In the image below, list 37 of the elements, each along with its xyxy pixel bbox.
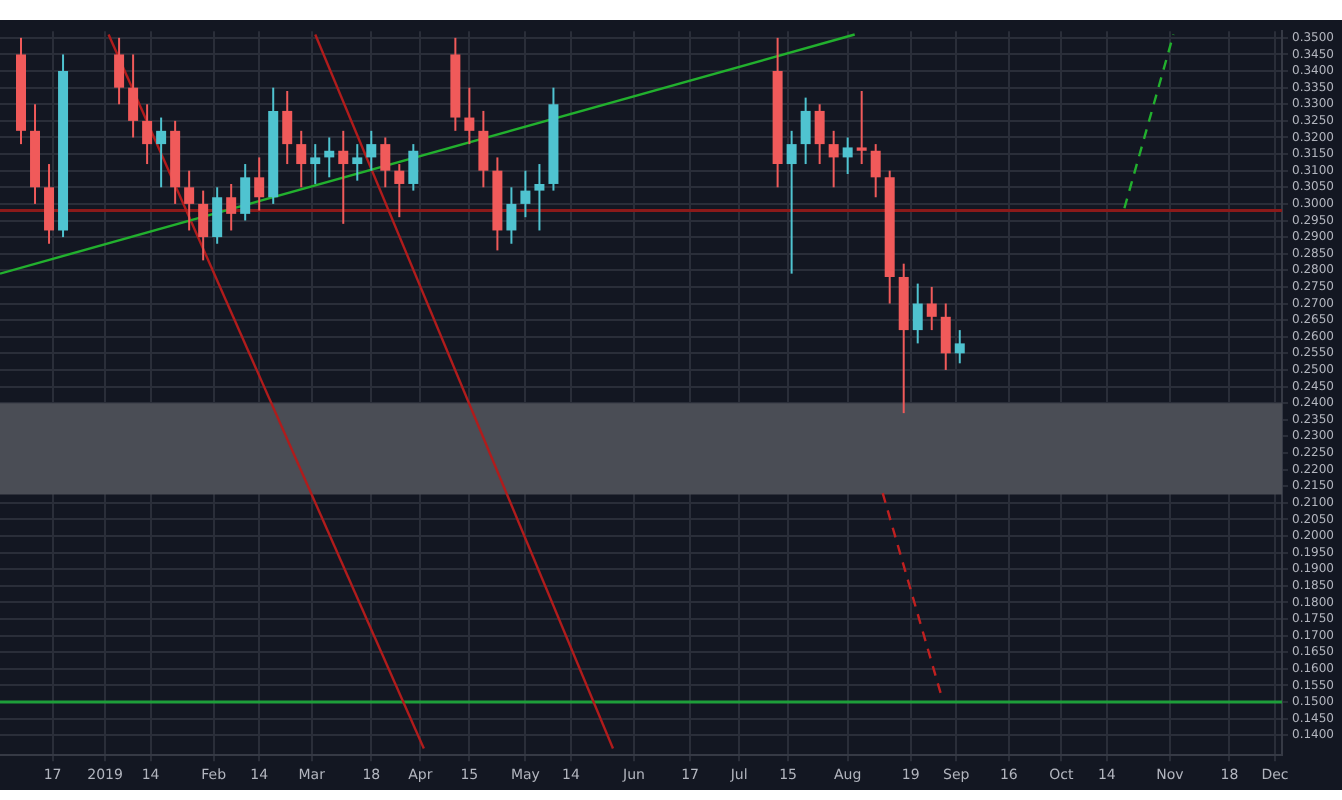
- candlestick: [520, 169, 531, 219]
- candlestick: [114, 36, 125, 106]
- candlestick: [198, 189, 209, 262]
- candlestick: [352, 143, 363, 182]
- candlestick: [394, 163, 405, 219]
- candlestick: [464, 86, 475, 146]
- candlestick: [814, 103, 825, 166]
- candlestick: [310, 143, 321, 185]
- candlestick: [254, 156, 265, 212]
- candlestick: [506, 186, 517, 245]
- candlestick: [954, 329, 965, 365]
- candlestick: [912, 282, 923, 345]
- candlestick: [940, 302, 951, 371]
- candlestick: [226, 182, 237, 232]
- candlestick: [240, 163, 251, 222]
- candlestick: [828, 129, 839, 189]
- candlestick: [142, 103, 153, 166]
- candlestick: [856, 89, 867, 166]
- candlestick: [212, 186, 223, 245]
- candlestick: [366, 129, 377, 172]
- candlestick: [338, 129, 349, 225]
- candlestick: [128, 53, 139, 139]
- candlestick: [380, 136, 391, 189]
- candlestick: [324, 136, 335, 179]
- candlestick: [786, 129, 797, 275]
- candlestick: [842, 136, 853, 176]
- candlestick: [534, 163, 545, 232]
- candlestick: [44, 163, 55, 245]
- candlestick: [870, 143, 881, 199]
- candlestick: [800, 96, 811, 166]
- candlestick: [408, 143, 419, 192]
- candlestick: [282, 89, 293, 166]
- candlestick: [156, 116, 167, 189]
- candlestick: [184, 169, 195, 232]
- candlestick: [926, 285, 937, 332]
- candlestick: [478, 109, 489, 189]
- candlestick: [296, 129, 307, 189]
